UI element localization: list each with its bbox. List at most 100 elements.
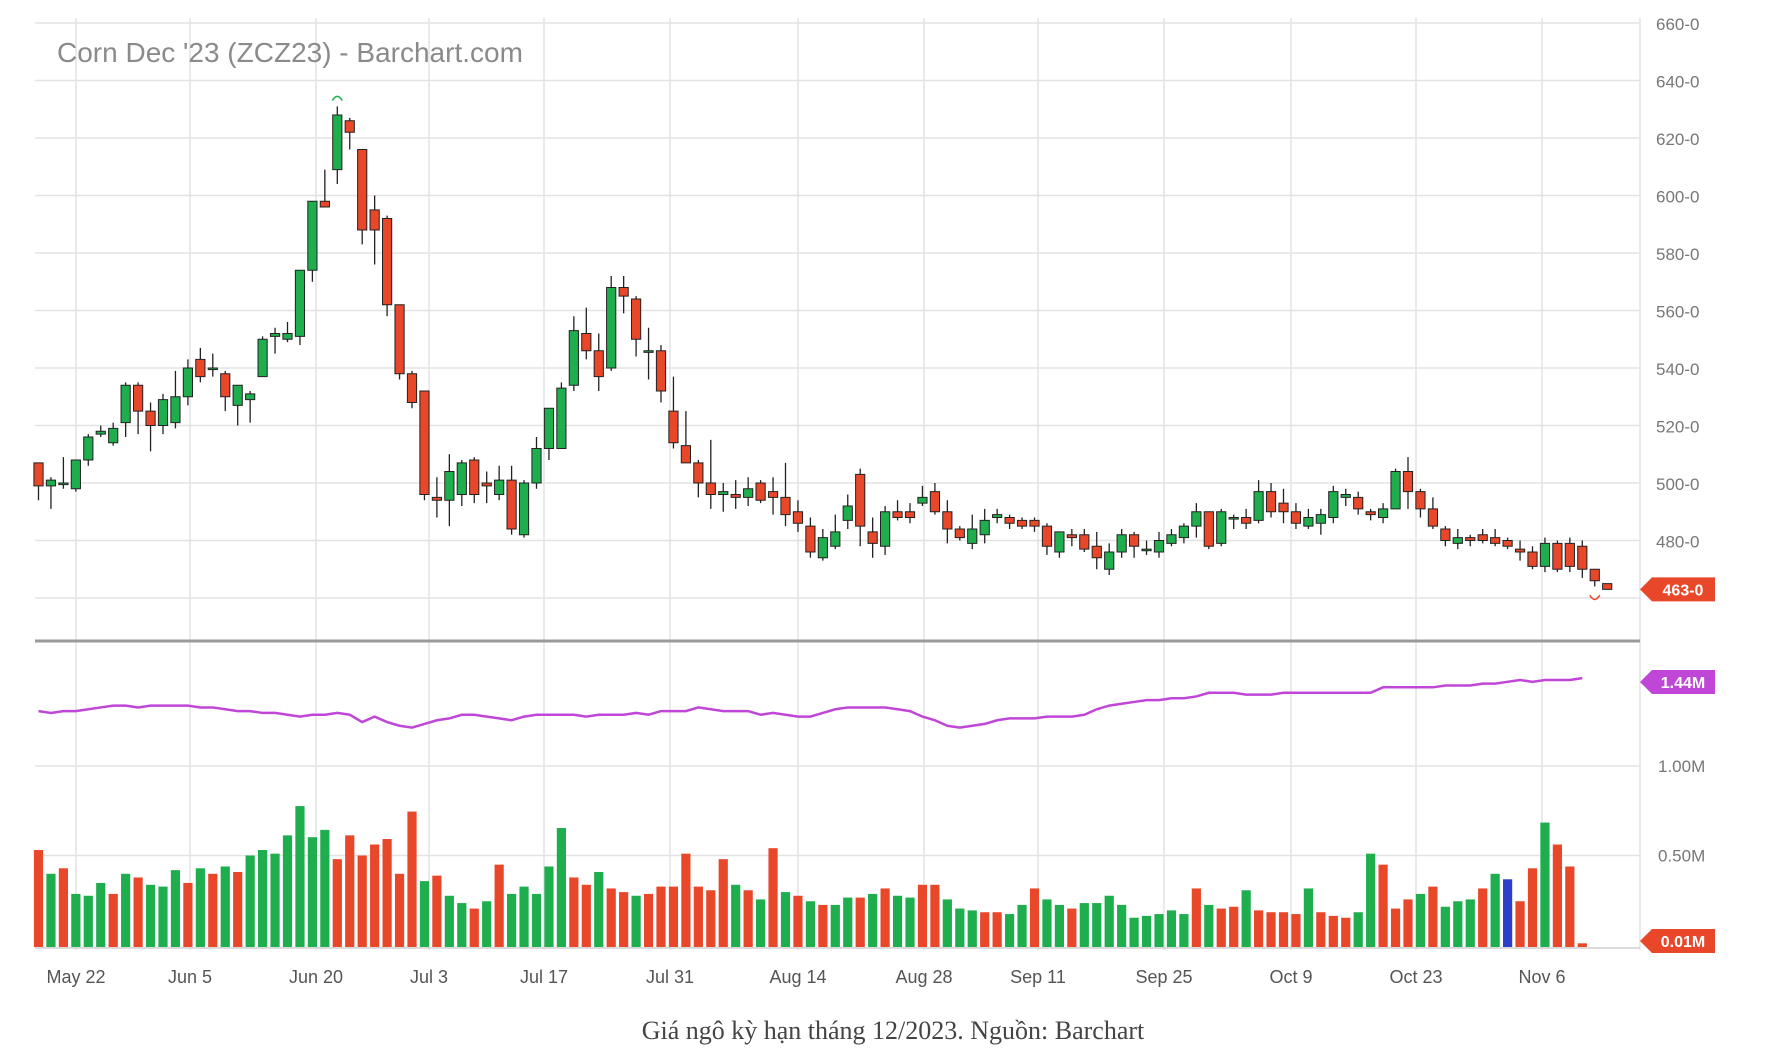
- date-tick-label: Oct 23: [1389, 967, 1442, 987]
- candle: [1477, 529, 1488, 544]
- candle: [805, 517, 816, 558]
- volume-bar: [33, 850, 44, 947]
- candle: [294, 269, 306, 345]
- volume-bar: [631, 895, 641, 947]
- candle: [1527, 546, 1538, 570]
- volume-bar: [892, 895, 903, 947]
- price-tick-label: 660-0: [1656, 15, 1699, 34]
- candle: [1589, 568, 1600, 587]
- volume-bar: [793, 895, 803, 947]
- candle: [33, 462, 44, 501]
- date-tick-label: Sep 25: [1135, 967, 1192, 987]
- candle: [145, 402, 156, 452]
- candle: [456, 460, 467, 506]
- volume-bar: [756, 899, 766, 947]
- price-tick-label: 600-0: [1656, 188, 1699, 207]
- volume-bar: [556, 828, 566, 947]
- candle: [867, 517, 878, 558]
- candle: [992, 508, 1003, 524]
- price-tick-label: 560-0: [1656, 303, 1699, 322]
- candle: [431, 477, 442, 518]
- candle: [1440, 526, 1451, 547]
- candle: [917, 485, 928, 506]
- candle: [406, 370, 418, 409]
- volume-bar: [1166, 910, 1177, 947]
- candle: [543, 407, 555, 460]
- volume-bar: [1515, 901, 1525, 947]
- candle: [245, 391, 256, 423]
- volume-bar: [183, 882, 193, 947]
- candle: [1066, 529, 1077, 547]
- volume-bar: [320, 829, 330, 947]
- candle: [1340, 488, 1351, 506]
- volume-bar: [220, 866, 230, 947]
- candle: [1315, 508, 1326, 535]
- volume-bar: [1328, 915, 1338, 947]
- volume-bar: [718, 859, 728, 947]
- candle: [195, 347, 206, 383]
- svg-text:1.44M: 1.44M: [1661, 675, 1705, 692]
- candle: [307, 200, 318, 282]
- candle: [606, 276, 617, 371]
- volume-bar: [394, 873, 405, 947]
- volume-bar: [880, 888, 890, 947]
- volume-bar: [1079, 903, 1089, 947]
- date-tick-label: Oct 9: [1269, 967, 1312, 987]
- volume-bar: [145, 884, 156, 947]
- candle: [282, 322, 293, 343]
- volume-bar: [1415, 893, 1426, 947]
- volume-bar: [307, 837, 317, 947]
- candle: [45, 477, 57, 509]
- date-tick-label: Jul 3: [410, 967, 448, 987]
- date-tick-label: Sep 11: [1010, 967, 1066, 987]
- volume-bar: [643, 893, 654, 947]
- volume-bar: [805, 901, 815, 947]
- candle: [1091, 531, 1102, 570]
- volume-bar: [656, 886, 666, 947]
- volume-bar: [743, 890, 753, 947]
- candle: [780, 462, 791, 527]
- volume-bar: [619, 892, 629, 947]
- volume-bar: [1067, 908, 1077, 947]
- volume-bar: [444, 895, 454, 947]
- volume-bar: [519, 886, 529, 947]
- volume-bar: [1054, 904, 1064, 947]
- date-tick-label: Jun 5: [168, 967, 212, 987]
- candle: [382, 215, 393, 317]
- candle: [668, 376, 679, 449]
- date-tick-label: May 22: [46, 967, 105, 987]
- volume-bar: [980, 912, 990, 947]
- volume-bar: [1527, 868, 1538, 947]
- price-tick-label: 520-0: [1656, 418, 1699, 437]
- candle: [394, 304, 405, 380]
- volume-bar: [905, 897, 915, 947]
- candle: [655, 345, 667, 403]
- volume-bar: [868, 893, 878, 947]
- volume-bar: [233, 871, 243, 947]
- candle: [357, 149, 368, 245]
- candle: [1191, 503, 1202, 538]
- volume-bar: [1141, 915, 1152, 947]
- volume-bar: [1316, 912, 1326, 947]
- volume-bar: [133, 877, 143, 947]
- candle: [680, 411, 691, 464]
- candle: [1203, 511, 1214, 550]
- candle: [1602, 583, 1613, 590]
- volume-bar: [681, 853, 691, 947]
- volume-bar: [345, 835, 355, 947]
- volume-bar: [1577, 943, 1587, 947]
- volume-bar: [108, 893, 118, 947]
- candle: [1079, 529, 1090, 552]
- candle: [1241, 508, 1252, 529]
- figure-caption: Giá ngô kỳ hạn tháng 12/2023. Nguồn: Bar…: [641, 1016, 1145, 1045]
- volume-bar: [407, 811, 417, 947]
- volume-bar: [1154, 914, 1164, 947]
- candle: [855, 468, 866, 547]
- candle: [1328, 485, 1339, 524]
- volume-bar: [469, 908, 479, 947]
- volume-bar: [270, 853, 280, 947]
- volume-bar: [83, 895, 93, 947]
- volume-bar: [942, 899, 952, 947]
- candle: [892, 500, 903, 521]
- candle: [70, 459, 81, 492]
